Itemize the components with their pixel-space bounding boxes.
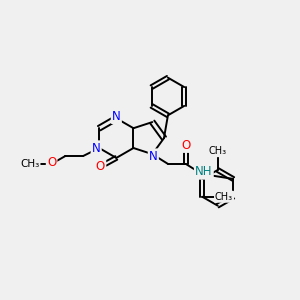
Text: O: O xyxy=(96,160,105,173)
Text: CH₃: CH₃ xyxy=(215,192,233,202)
Text: N: N xyxy=(112,110,121,123)
Text: N: N xyxy=(149,150,158,163)
Text: CH₃: CH₃ xyxy=(20,159,39,169)
Text: N: N xyxy=(92,142,100,154)
Text: O: O xyxy=(182,139,190,152)
Text: CH₃: CH₃ xyxy=(208,146,227,156)
Text: NH: NH xyxy=(195,166,213,178)
Text: O: O xyxy=(47,156,56,170)
